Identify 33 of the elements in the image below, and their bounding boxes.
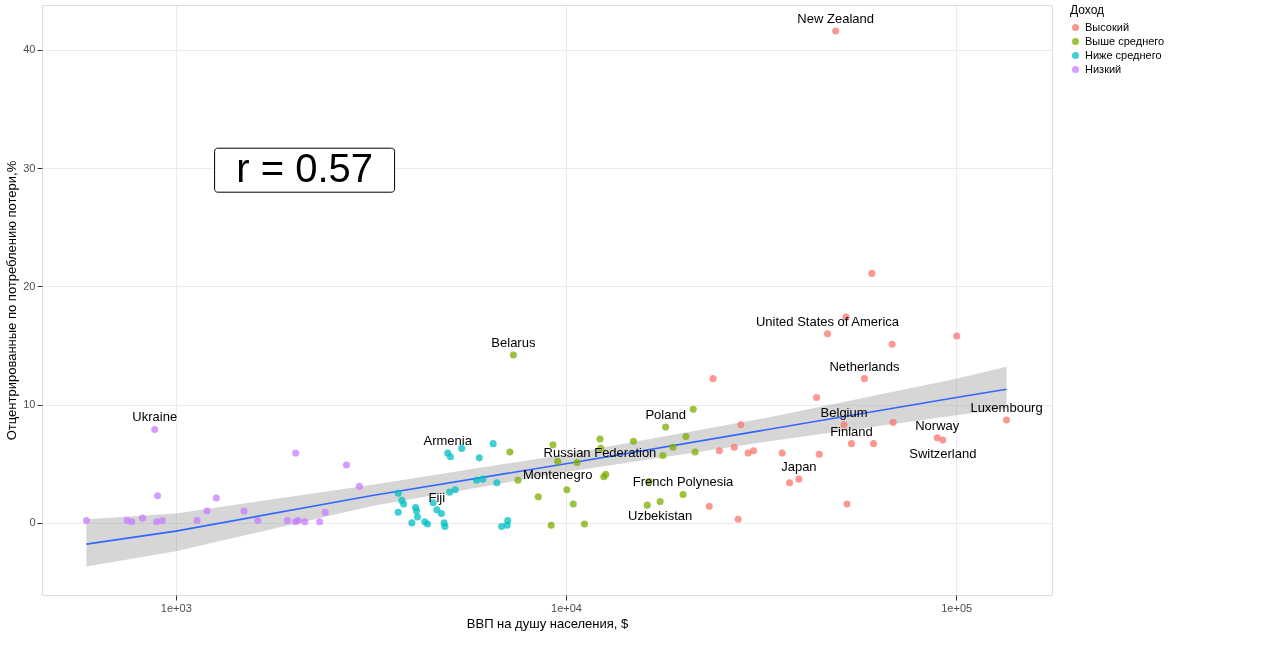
annotation: United States of America [755,313,900,329]
x-tick-label: 1e+05 [941,601,973,614]
annotation: Finland [830,423,873,439]
annotation: Uzbekistan [628,507,693,523]
legend-title: Доход [1070,3,1105,17]
annotation: Luxembourg [970,400,1043,416]
annotation: Ukraine [132,409,178,425]
y-tick-label: 20 [23,279,36,292]
annotation: Armenia [423,433,473,449]
y-tick-label: 10 [23,398,36,411]
legend-label: Выше среднего [1085,34,1165,47]
annotation: Belarus [491,334,536,350]
legend-label: Ниже среднего [1085,48,1162,61]
y-tick-label: 30 [23,161,36,174]
y-tick-label: 40 [23,43,36,56]
legend-label: Высокий [1085,20,1130,33]
annotation: New Zealand [797,11,874,27]
x-axis-title: ВВП на душу населения, $ [466,615,629,631]
y-axis-title: Отцентрированные по потреблению потери,% [4,160,20,441]
annotation: Switzerland [909,446,977,462]
annotation: Poland [645,407,686,423]
legend-label: Низкий [1085,62,1122,75]
annotation: French Polynesia [632,474,735,490]
y-tick-label: 0 [29,516,36,529]
annotation: Norway [915,417,960,433]
annotation: Belgium [820,404,868,420]
x-tick-label: 1e+03 [160,601,192,614]
annotation: Montenegro [522,467,593,483]
annotation: Japan [781,459,817,475]
annotation: Fiji [428,489,446,505]
annotation: r = 0.57 [236,146,373,191]
annotation: Netherlands [829,358,901,374]
x-tick-label: 1e+04 [551,601,582,614]
